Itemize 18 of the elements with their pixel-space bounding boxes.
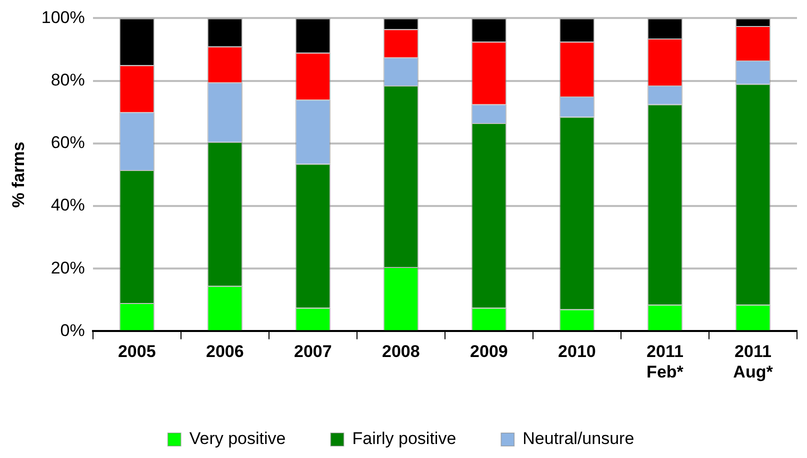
x-tick-label: 2011 Aug* — [733, 342, 774, 382]
y-tick-label: 60% — [50, 133, 85, 152]
legend-label: Very positive — [189, 429, 286, 448]
x-tick-label: 2008 — [382, 342, 420, 362]
y-tick-label: 20% — [50, 258, 85, 278]
y-tick-label: 40% — [50, 196, 85, 215]
x-tick-label: 2011 Feb* — [646, 342, 684, 382]
x-tick-label: 2007 — [294, 342, 332, 362]
x-tick-label: 2005 — [118, 342, 156, 362]
legend-label: Neutral/unsure — [522, 429, 634, 448]
x-tick-label: 2006 — [206, 342, 244, 362]
x-tick-label: 2010 — [558, 342, 596, 362]
y-tick-label: 100% — [41, 8, 85, 27]
y-axis-title: % farms — [8, 142, 28, 208]
y-tick-label: 80% — [50, 70, 85, 90]
legend-label: Fairly positive — [352, 429, 456, 448]
x-tick-label: 2009 — [470, 342, 508, 362]
y-tick-label: 0% — [60, 320, 85, 340]
